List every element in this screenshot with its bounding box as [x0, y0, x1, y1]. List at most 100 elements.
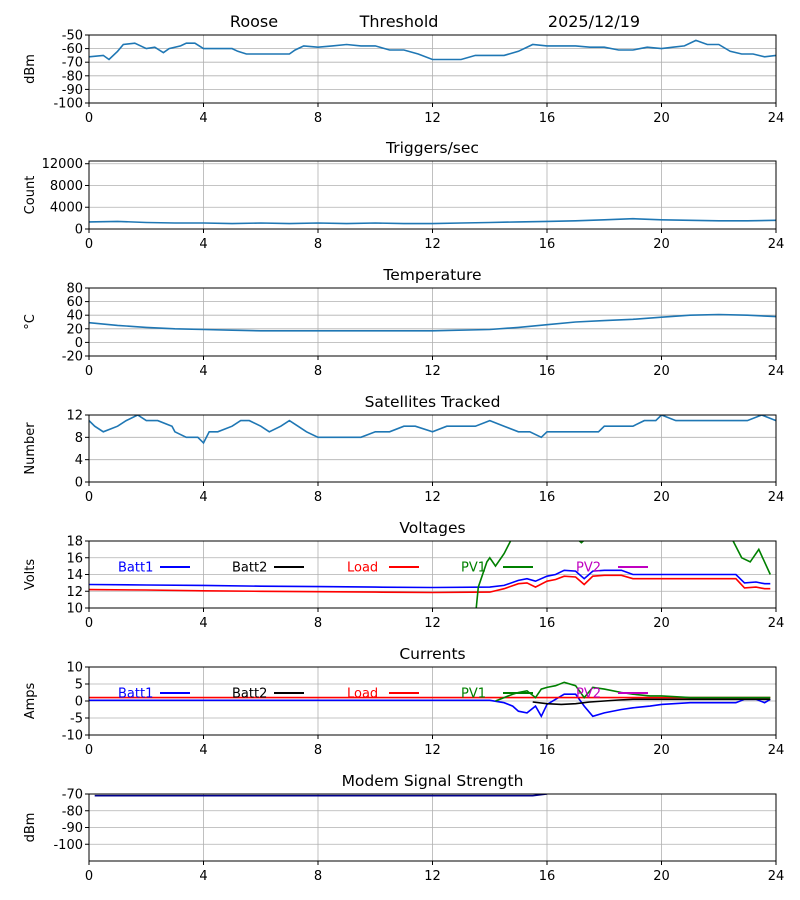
- chart-triggers: 0 4 8 12 16 20 24 0 4000 8000 12000 Triggers/sec Cou…: [23, 139, 784, 252]
- y-axis-label: dBm: [23, 813, 38, 843]
- x-tick-label: 24: [768, 490, 785, 505]
- x-tick-label: 0: [85, 743, 93, 758]
- x-tick-label: 0: [85, 869, 93, 884]
- y-tick-label: 0: [75, 336, 83, 351]
- series-line-temperature-temperature: [89, 313, 776, 332]
- chart-title: Voltages: [399, 519, 465, 537]
- chart-title: Currents: [399, 645, 465, 663]
- series-line-voltages-batt1: [89, 569, 771, 589]
- y-tick-label: 16: [66, 551, 83, 566]
- x-tick-label: 4: [199, 743, 207, 758]
- y-tick-label: 0: [75, 476, 83, 491]
- x-tick-label: 16: [539, 490, 556, 505]
- y-tick-label: 40: [66, 309, 83, 324]
- x-tick-label: 0: [85, 111, 93, 126]
- y-tick-label: 4: [75, 453, 83, 468]
- legend-label-pv1: PV1: [461, 561, 486, 576]
- series-line-modem-modem: [94, 794, 548, 797]
- y-tick-label: 80: [66, 282, 83, 297]
- x-tick-label: 0: [85, 364, 93, 379]
- x-tick-label: 20: [653, 364, 670, 379]
- legend-label-batt2: Batt2: [232, 687, 267, 702]
- x-tick-label: 12: [424, 869, 441, 884]
- series-line-currents-batt2: [532, 698, 771, 706]
- series-line-satellites-satellites: [89, 415, 776, 445]
- x-tick-label: 8: [314, 111, 322, 126]
- x-tick-label: 4: [199, 616, 207, 631]
- y-tick-label: 12000: [42, 157, 83, 172]
- legend-label-batt2: Batt2: [232, 561, 267, 576]
- y-axis-label: Number: [23, 422, 38, 475]
- y-tick-label: 12: [66, 585, 83, 600]
- series-line-voltages-load: [89, 574, 771, 594]
- y-tick-label: -5: [70, 712, 83, 727]
- x-tick-label: 24: [768, 237, 785, 252]
- x-tick-label: 16: [539, 869, 556, 884]
- legend-label-pv1: PV1: [461, 687, 486, 702]
- x-tick-label: 12: [424, 364, 441, 379]
- x-tick-label: 24: [768, 364, 785, 379]
- y-tick-label: -80: [62, 804, 83, 819]
- x-tick-label: 4: [199, 111, 207, 126]
- y-tick-label: -10: [62, 729, 83, 744]
- y-tick-label: -80: [62, 69, 83, 84]
- x-tick-label: 0: [85, 616, 93, 631]
- x-tick-label: 20: [653, 616, 670, 631]
- x-tick-label: 16: [539, 364, 556, 379]
- y-tick-label: 18: [66, 535, 83, 550]
- y-tick-label: -70: [62, 788, 83, 803]
- x-tick-label: 0: [85, 237, 93, 252]
- x-tick-label: 0: [85, 490, 93, 505]
- x-tick-label: 8: [314, 869, 322, 884]
- chart-title: Modem Signal Strength: [342, 772, 524, 790]
- x-tick-label: 4: [199, 869, 207, 884]
- figure-header: Roose Threshold 2025/12/19: [230, 12, 640, 31]
- y-tick-label: 8: [75, 431, 83, 446]
- y-tick-label: -90: [62, 821, 83, 836]
- x-tick-label: 16: [539, 111, 556, 126]
- x-tick-label: 20: [653, 743, 670, 758]
- x-tick-label: 12: [424, 616, 441, 631]
- legend-label-batt1: Batt1: [118, 687, 153, 702]
- x-tick-label: 20: [653, 490, 670, 505]
- x-tick-label: 24: [768, 111, 785, 126]
- x-tick-label: 24: [768, 616, 785, 631]
- date-label: 2025/12/19: [548, 12, 640, 31]
- y-tick-label: 0: [75, 695, 83, 710]
- y-axis-label: dBm: [23, 54, 38, 84]
- y-tick-label: 20: [66, 322, 83, 337]
- x-tick-label: 12: [424, 237, 441, 252]
- series-line-currents-pv1: [495, 681, 771, 702]
- x-tick-label: 8: [314, 237, 322, 252]
- y-axis-label: Count: [23, 176, 38, 215]
- y-axis-label: °C: [23, 314, 38, 330]
- legend-label-batt1: Batt1: [118, 561, 153, 576]
- y-tick-label: 14: [66, 568, 83, 583]
- station-name: Roose: [230, 12, 278, 31]
- y-tick-label: -100: [53, 838, 83, 853]
- y-tick-label: -50: [62, 29, 83, 44]
- x-tick-label: 16: [539, 237, 556, 252]
- x-tick-label: 16: [539, 616, 556, 631]
- chart-satellites: 0 4 8 12 16 20 24 0 4 8 12 Satellites Tracked Number: [23, 393, 784, 505]
- x-tick-label: 4: [199, 237, 207, 252]
- y-tick-label: 12: [66, 409, 83, 424]
- x-tick-label: 20: [653, 111, 670, 126]
- y-tick-label: 4000: [50, 201, 83, 216]
- chart-title: Triggers/sec: [385, 139, 479, 157]
- legend-label-load: Load: [347, 561, 378, 576]
- x-tick-label: 16: [539, 743, 556, 758]
- chart-currents: 0 4 8 12 16 20 24 -10 -5 0 5 10 Currents Amps Batt1 Bat…: [23, 645, 784, 758]
- series-line-signal-signal: [89, 39, 776, 61]
- y-tick-label: 10: [66, 602, 83, 617]
- trigger-mode: Threshold: [359, 12, 439, 31]
- y-tick-label: -20: [62, 350, 83, 365]
- y-tick-label: -70: [62, 56, 83, 71]
- y-tick-label: 10: [66, 661, 83, 676]
- chart-modem: 0 4 8 12 16 20 24 -100 -90 -80-70 Modem Signal Str…: [23, 772, 784, 884]
- x-tick-label: 24: [768, 869, 785, 884]
- x-tick-label: 8: [314, 364, 322, 379]
